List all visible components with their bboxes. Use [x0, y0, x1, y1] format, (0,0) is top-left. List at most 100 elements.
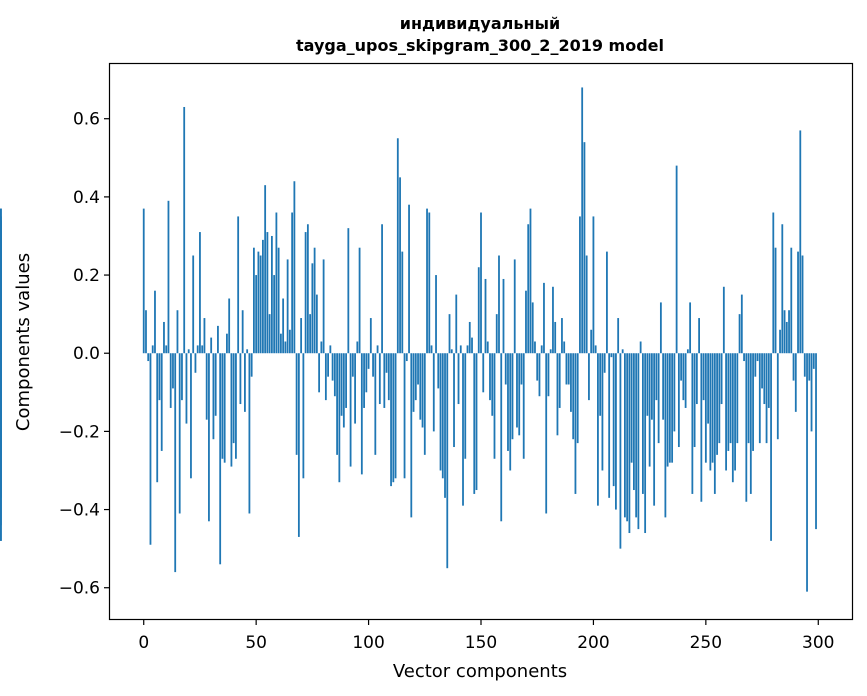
bar-42	[237, 216, 240, 354]
bar-9	[163, 321, 165, 354]
bar-21	[190, 353, 192, 479]
bar-45	[244, 353, 246, 412]
x-tick-label: 300	[802, 633, 834, 653]
bar-243	[689, 302, 692, 354]
bar-132	[439, 353, 442, 471]
bar-253	[711, 353, 714, 463]
bar-69	[297, 353, 300, 537]
bar-212	[619, 353, 622, 549]
bar-198	[588, 353, 590, 401]
bar-120	[412, 353, 415, 412]
bar-157	[495, 314, 498, 354]
bar-249	[702, 353, 705, 401]
bar-38	[228, 298, 231, 354]
bar-155	[491, 353, 494, 416]
bar-219	[635, 353, 638, 518]
x-tick-label: 200	[577, 633, 609, 653]
bar-34	[219, 353, 222, 565]
bar-73	[306, 224, 309, 354]
bar-22	[192, 255, 195, 354]
bar-123	[419, 353, 422, 420]
bar-274	[758, 353, 761, 444]
bar-39	[230, 353, 233, 467]
bar-20	[187, 349, 190, 354]
bar-276	[763, 353, 766, 405]
bar-172	[529, 208, 532, 354]
bar-232	[664, 353, 667, 518]
bar-289	[792, 353, 795, 381]
bar-32	[214, 353, 217, 416]
bar-104	[376, 345, 379, 354]
bar-13	[172, 353, 174, 389]
bar-164	[511, 353, 514, 440]
bar-78	[318, 353, 321, 393]
bar-280	[772, 212, 775, 354]
bar-223	[644, 353, 647, 534]
y-tick-label: −0.2	[59, 422, 100, 442]
y-tick-label: −0.6	[59, 579, 100, 599]
bar-160	[502, 278, 505, 354]
bar-125	[423, 353, 426, 455]
bar-230	[659, 302, 662, 354]
bar-117	[405, 353, 408, 362]
bar-59	[275, 212, 278, 354]
bar-47	[248, 353, 251, 514]
bar-161	[504, 353, 507, 385]
bar-95	[356, 341, 359, 354]
bar-undefined	[0, 208, 2, 354]
bar-273	[756, 353, 759, 362]
bar-36	[223, 353, 226, 463]
y-tick-label: 0.4	[73, 188, 100, 208]
bar-111	[392, 353, 395, 483]
bar-277	[765, 353, 768, 444]
bar-72	[304, 232, 307, 354]
bar-8	[160, 353, 163, 451]
bar-108	[385, 353, 388, 373]
bar-19	[185, 353, 188, 424]
bar-12	[169, 353, 172, 408]
bar-112	[394, 353, 397, 479]
bar-103	[374, 353, 377, 455]
bar-216	[628, 353, 631, 534]
bar-133	[441, 353, 444, 479]
bar-147	[473, 353, 476, 494]
bar-144	[466, 345, 469, 354]
bar-158	[498, 255, 500, 354]
bar-218	[633, 353, 635, 491]
bar-119	[410, 353, 413, 518]
bar-15	[176, 310, 179, 354]
bar-185	[558, 353, 561, 408]
bar-110	[390, 353, 392, 487]
bar-6	[156, 353, 159, 483]
bar-210	[615, 353, 617, 510]
bar-undefined	[0, 353, 2, 393]
bar-87	[338, 353, 341, 483]
bar-260	[727, 353, 730, 451]
x-axis: 0 50 100 150 200 250 300	[138, 619, 834, 653]
bar-174	[534, 341, 536, 354]
bar-179	[545, 353, 548, 514]
bar-76	[313, 247, 316, 354]
bar-209	[612, 353, 615, 487]
y-tick-label: −0.4	[59, 501, 100, 521]
bar-197	[585, 255, 588, 354]
bar-208	[610, 353, 613, 358]
bar-211	[617, 318, 620, 354]
bar-196	[583, 142, 586, 354]
bar-153	[486, 341, 489, 354]
bar-190	[570, 353, 572, 412]
bar-40	[232, 353, 235, 444]
bar-181	[549, 349, 552, 354]
bar-295	[806, 353, 808, 592]
bar-258	[722, 286, 725, 354]
bar-263	[734, 353, 736, 471]
y-tick-label: 0.0	[73, 344, 100, 364]
bar-68	[295, 353, 298, 455]
bar-143	[464, 353, 467, 459]
bar-33	[217, 325, 219, 354]
bar-35	[221, 353, 224, 459]
bar-4	[151, 345, 154, 354]
bar-184	[556, 353, 559, 436]
bar-296	[808, 353, 811, 381]
bar-51	[257, 251, 260, 354]
